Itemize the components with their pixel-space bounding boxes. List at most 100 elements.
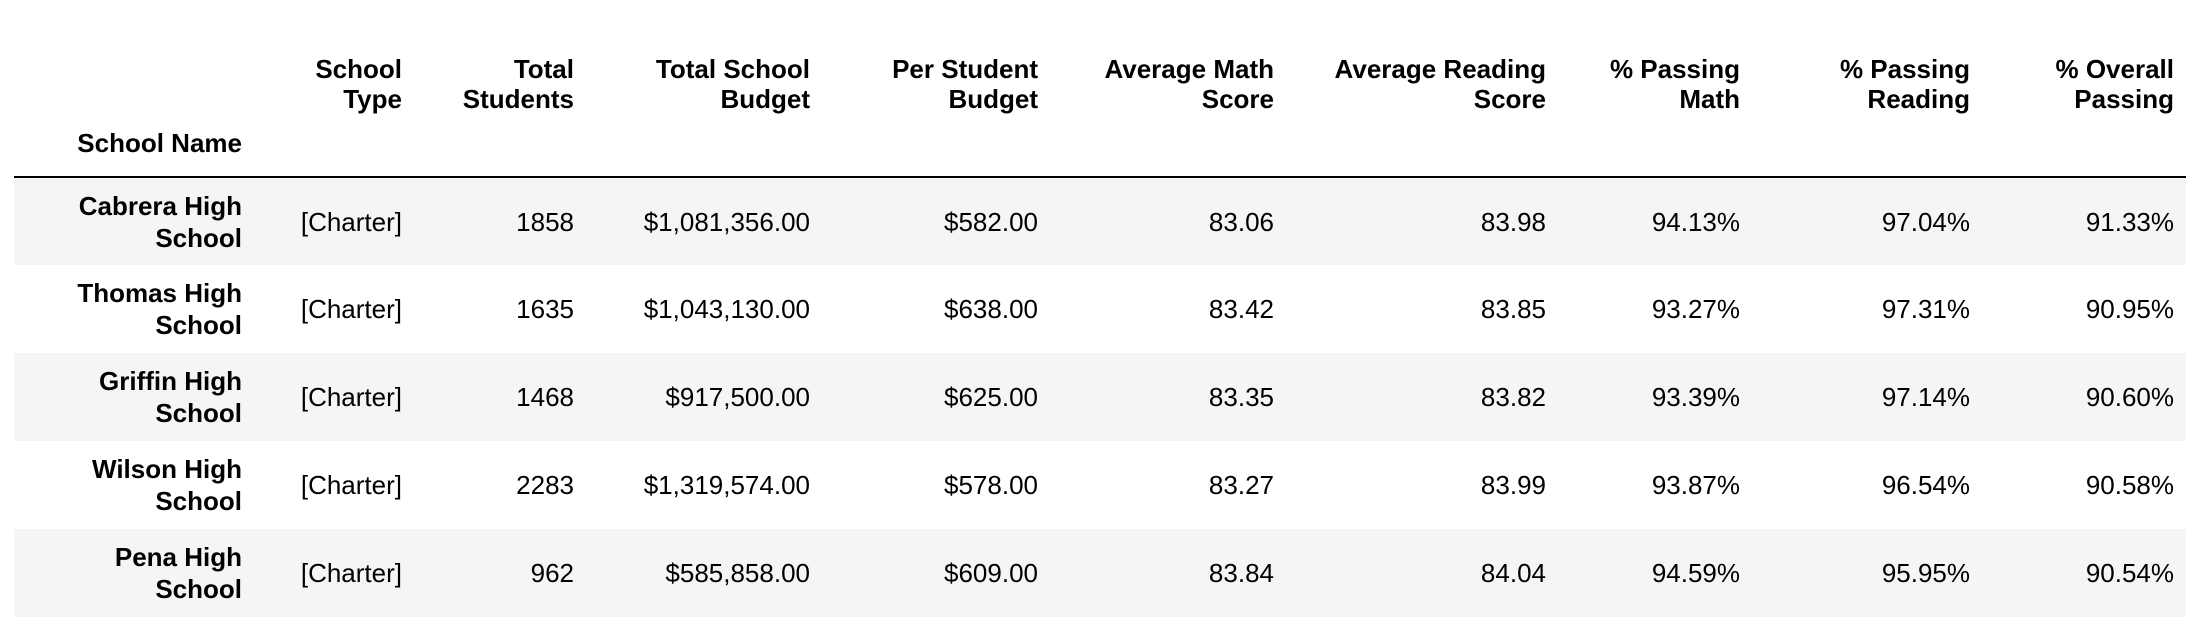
cell-passing-reading: 96.54%: [1881, 470, 1970, 500]
cell-average-math-score: 83.35: [1208, 382, 1274, 412]
cell-school-type: [Charter]: [300, 206, 402, 237]
cell-overall-passing: 90.95%: [2085, 294, 2174, 324]
column-header-average-reading-score: Average Reading Score: [1286, 0, 1558, 114]
cell-overall-passing: 90.58%: [2085, 470, 2174, 500]
cell-average-reading-score: 83.99: [1480, 470, 1546, 500]
index-header-school-name: School Name: [14, 114, 254, 178]
table-row: Thomas High School [Charter] 1635 $1,043,…: [14, 265, 2186, 353]
cell-overall-passing: 91.33%: [2085, 206, 2174, 237]
column-header-line: Score: [1201, 84, 1274, 114]
cell-total-students: 1858: [516, 206, 574, 237]
index-header-spacer: [1286, 114, 1558, 178]
index-header-spacer: [1558, 114, 1752, 178]
row-header-line: School: [155, 574, 242, 604]
column-header-line: Average Math: [1104, 54, 1274, 84]
column-header-total-students: Total Students: [414, 0, 586, 114]
school-summary-table-container: School Type Total Students Total School Bud…: [14, 0, 2186, 617]
cell-passing-math: 94.13%: [1651, 206, 1740, 237]
column-header-line: Math: [1679, 84, 1740, 114]
cell-school-type: [Charter]: [300, 558, 402, 588]
index-header-spacer: [1752, 114, 1982, 178]
cell-per-student-budget: $582.00: [944, 206, 1038, 237]
cell-average-math-score: 83.42: [1208, 294, 1274, 324]
index-header-spacer: [586, 114, 822, 178]
column-header-line: Per Student: [892, 54, 1038, 84]
column-header-line: Average Reading: [1334, 54, 1546, 84]
column-header-line: School: [315, 54, 402, 84]
cell-passing-reading: 97.31%: [1881, 294, 1970, 324]
row-header-line: School: [155, 310, 242, 340]
cell-total-students: 2283: [516, 470, 574, 500]
column-header-line: Passing: [2074, 84, 2174, 114]
table-row: Cabrera High School [Charter] 1858 $1,081…: [14, 177, 2186, 265]
column-header-total-school-budget: Total School Budget: [586, 0, 822, 114]
column-header-row: School Type Total Students Total School Bud…: [14, 0, 2186, 114]
cell-passing-math: 94.59%: [1651, 558, 1740, 588]
index-header-row: School Name: [14, 114, 2186, 178]
column-header-overall-passing: % Overall Passing: [1982, 0, 2186, 114]
cell-total-school-budget: $585,858.00: [665, 558, 810, 588]
row-header-line: School: [155, 486, 242, 516]
row-header-line: School: [155, 222, 242, 253]
column-header-line: Reading: [1867, 84, 1970, 114]
row-header-line: Griffin High: [99, 366, 242, 396]
cell-passing-reading: 95.95%: [1881, 558, 1970, 588]
index-header-spacer: [822, 114, 1050, 178]
column-header-line: Total: [513, 54, 574, 84]
column-header-line: Budget: [948, 84, 1038, 114]
cell-per-student-budget: $578.00: [944, 470, 1038, 500]
index-header-spacer: [1982, 114, 2186, 178]
cell-passing-math: 93.87%: [1651, 470, 1740, 500]
row-header-school-name: Pena High School: [14, 529, 254, 617]
cell-school-type: [Charter]: [300, 294, 402, 324]
column-header-line: Total School: [655, 54, 810, 84]
column-header-line: % Passing: [1839, 54, 1970, 84]
row-header-school-name: Wilson High School: [14, 441, 254, 529]
cell-passing-math: 93.39%: [1651, 382, 1740, 412]
column-header-passing-math: % Passing Math: [1558, 0, 1752, 114]
column-header-line: Score: [1473, 84, 1546, 114]
row-header-line: Pena High: [114, 542, 242, 572]
cell-average-math-score: 83.06: [1208, 206, 1274, 237]
table-row: Wilson High School [Charter] 2283 $1,319,…: [14, 441, 2186, 529]
row-header-line: Thomas High: [77, 278, 242, 308]
table-row: Pena High School [Charter] 962 $585,858.0…: [14, 529, 2186, 617]
cell-total-students: 1468: [516, 382, 574, 412]
column-header-line: Students: [462, 84, 574, 114]
column-header-line: % Passing: [1609, 54, 1740, 84]
cell-average-reading-score: 84.04: [1480, 558, 1546, 588]
cell-total-students: 1635: [516, 294, 574, 324]
cell-school-type: [Charter]: [300, 470, 402, 500]
row-header-school-name: Cabrera High School: [14, 177, 254, 265]
table-body: Cabrera High School [Charter] 1858 $1,081…: [14, 177, 2186, 617]
cell-total-school-budget: $1,319,574.00: [643, 470, 810, 500]
index-header-spacer: [414, 114, 586, 178]
cell-average-math-score: 83.84: [1208, 558, 1274, 588]
cell-passing-reading: 97.14%: [1881, 382, 1970, 412]
corner-header: [14, 0, 254, 114]
column-header-school-type: School Type: [254, 0, 414, 114]
school-summary-table: School Type Total Students Total School Bud…: [14, 0, 2186, 617]
cell-school-type: [Charter]: [300, 382, 402, 412]
column-header-line: Budget: [720, 84, 810, 114]
cell-average-reading-score: 83.82: [1480, 382, 1546, 412]
cell-per-student-budget: $638.00: [944, 294, 1038, 324]
column-header-line: Type: [343, 84, 402, 114]
cell-per-student-budget: $625.00: [944, 382, 1038, 412]
row-header-line: Wilson High: [92, 454, 242, 484]
column-header-line: % Overall: [2055, 54, 2174, 84]
cell-average-reading-score: 83.85: [1480, 294, 1546, 324]
cell-total-school-budget: $1,043,130.00: [643, 294, 810, 324]
cell-overall-passing: 90.54%: [2085, 558, 2174, 588]
index-header-spacer: [1050, 114, 1286, 178]
cell-total-school-budget: $917,500.00: [665, 382, 810, 412]
row-header-line: School: [155, 398, 242, 428]
cell-total-students: 962: [530, 558, 574, 588]
cell-passing-reading: 97.04%: [1881, 206, 1970, 237]
index-header-spacer: [254, 114, 414, 178]
cell-total-school-budget: $1,081,356.00: [643, 206, 810, 237]
cell-overall-passing: 90.60%: [2085, 382, 2174, 412]
column-header-passing-reading: % Passing Reading: [1752, 0, 1982, 114]
column-header-per-student-budget: Per Student Budget: [822, 0, 1050, 114]
cell-passing-math: 93.27%: [1651, 294, 1740, 324]
